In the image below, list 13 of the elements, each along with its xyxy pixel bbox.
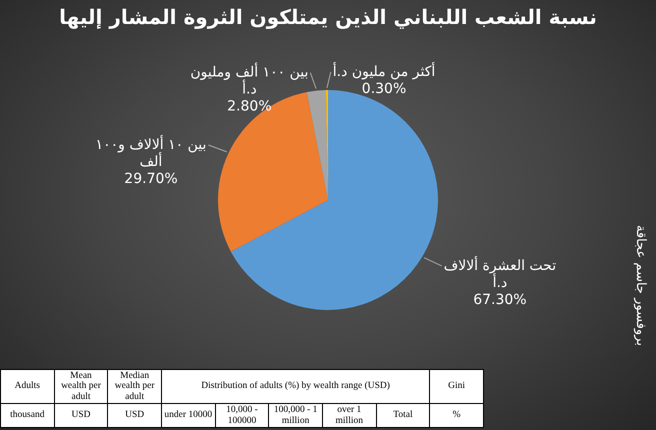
table: Adults Mean wealth per adult Median wealth per adult Distribution of adults (%) by wealth range (USD) Gini thousand USD USD under 10000 10,000 - 100000 100,000 - 1 million over 1 million Total % [0,368,484,428]
slice-label: بين ١٠٠ ألف ومليون د.أ [190,62,308,98]
data-label: 67.30% [473,292,527,308]
slice-label: تحت العشرة ألالاف د.أ [444,256,556,291]
slice-label: أكثر من مليون د.أ [332,62,436,80]
data-label: 2.80% [227,98,272,115]
slice-label: بين ١٠ ألالاف و١٠٠ ألف [96,135,206,170]
text: بروفسور جاسم عجاقة [633,225,648,346]
pie-slice [218,92,328,252]
pie-slice [306,90,328,200]
chart-title: نسبة الشعب اللبناني الذين يمتلكون الثروة المشار إليها [59,5,597,29]
data-label: 29.70% [124,171,178,188]
data-label: 0.30% [362,81,406,98]
